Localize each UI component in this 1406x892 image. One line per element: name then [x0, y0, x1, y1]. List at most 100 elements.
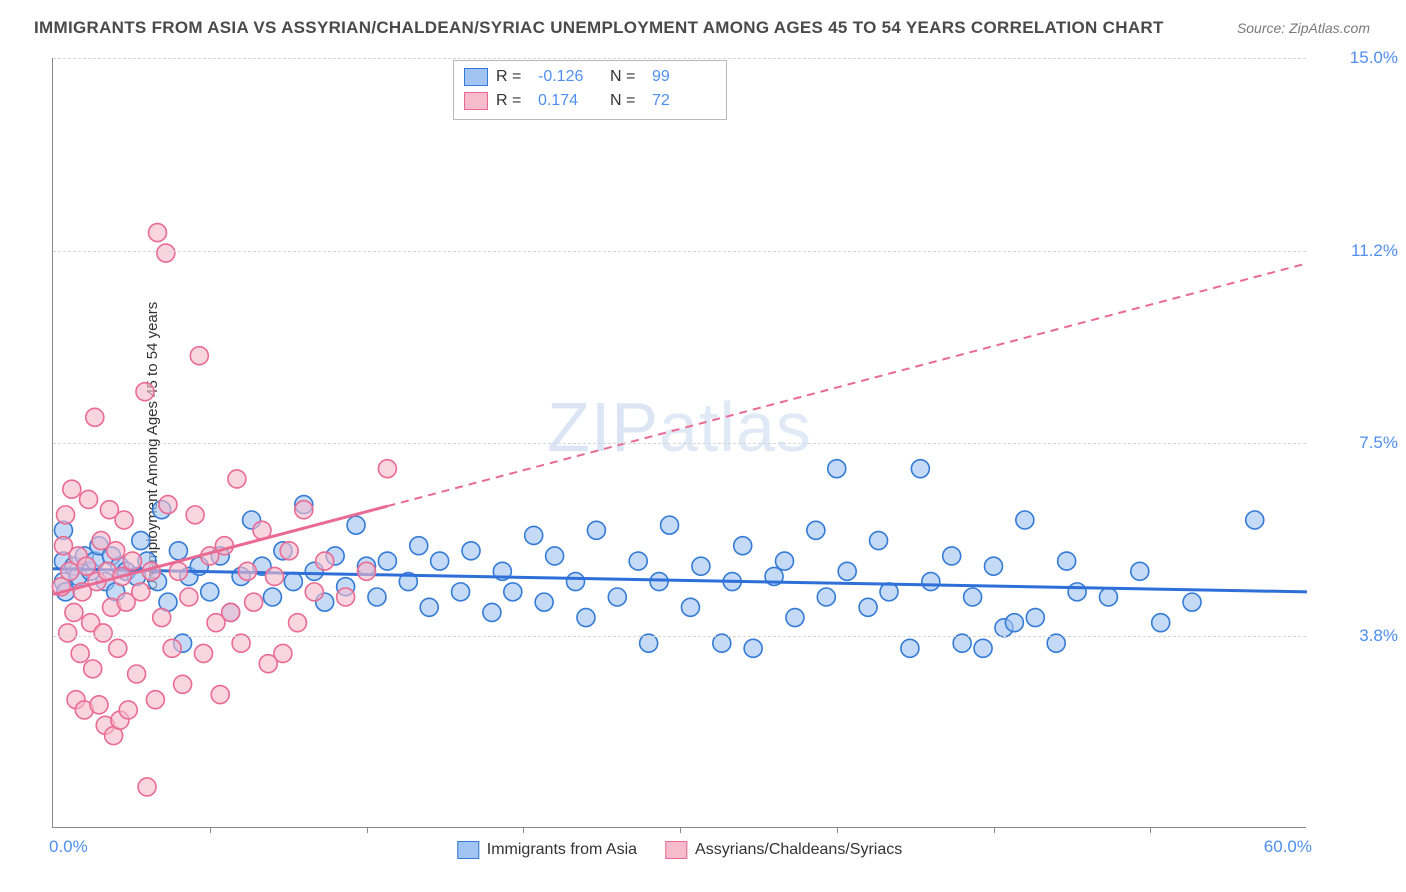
pink-point	[94, 624, 112, 642]
pink-point	[86, 408, 104, 426]
pink-point	[194, 644, 212, 662]
blue-point	[587, 521, 605, 539]
legend-item-blue: Immigrants from Asia	[457, 841, 637, 859]
pink-point	[289, 614, 307, 632]
blue-point	[1047, 634, 1065, 652]
pink-point	[238, 562, 256, 580]
blue-point	[985, 557, 1003, 575]
blue-point	[535, 593, 553, 611]
blue-point	[1026, 609, 1044, 627]
y-gridline-label: 15.0%	[1350, 48, 1398, 68]
blue-point	[525, 526, 543, 544]
pink-point	[245, 593, 263, 611]
blue-point	[368, 588, 386, 606]
pink-point	[163, 639, 181, 657]
pink-point	[109, 639, 127, 657]
blue-point	[483, 603, 501, 621]
blue-point	[734, 537, 752, 555]
blue-point	[953, 634, 971, 652]
legend-label-pink: Assyrians/Chaldeans/Syriacs	[695, 841, 902, 859]
blue-point	[817, 588, 835, 606]
blue-point	[838, 562, 856, 580]
pink-point	[138, 778, 156, 796]
legend-label-blue: Immigrants from Asia	[487, 841, 637, 859]
pink-point	[136, 383, 154, 401]
blue-point	[1058, 552, 1076, 570]
blue-point	[169, 542, 187, 560]
pink-point	[228, 470, 246, 488]
blue-point	[1246, 511, 1264, 529]
blue-point	[807, 521, 825, 539]
pink-point	[358, 562, 376, 580]
blue-point	[629, 552, 647, 570]
pink-trend-line-dashed	[387, 263, 1307, 506]
pink-point	[280, 542, 298, 560]
blue-point	[911, 460, 929, 478]
xmax-label: 60.0%	[1264, 837, 1312, 857]
blue-point	[378, 552, 396, 570]
blue-point	[410, 537, 428, 555]
legend-swatch-blue	[457, 841, 479, 859]
pink-point	[128, 665, 146, 683]
pink-point	[115, 511, 133, 529]
pink-point	[305, 583, 323, 601]
pink-point	[157, 244, 175, 262]
blue-point	[347, 516, 365, 534]
blue-point	[870, 532, 888, 550]
blue-point	[901, 639, 919, 657]
legend-swatch-pink	[665, 841, 687, 859]
pink-point	[132, 583, 150, 601]
blue-point	[922, 573, 940, 591]
blue-point	[263, 588, 281, 606]
pink-point	[337, 588, 355, 606]
pink-point	[80, 490, 98, 508]
pink-point	[316, 552, 334, 570]
pink-point	[65, 603, 83, 621]
blue-point	[431, 552, 449, 570]
blue-point	[828, 460, 846, 478]
blue-point	[943, 547, 961, 565]
blue-point	[713, 634, 731, 652]
pink-point	[77, 557, 95, 575]
blue-point	[504, 583, 522, 601]
pink-point	[295, 501, 313, 519]
pink-point	[107, 542, 125, 560]
legend-series: Immigrants from Asia Assyrians/Chaldeans…	[457, 841, 902, 859]
pink-point	[266, 567, 284, 585]
y-gridline-label: 3.8%	[1359, 626, 1398, 646]
blue-point	[776, 552, 794, 570]
pink-point	[153, 609, 171, 627]
blue-point	[964, 588, 982, 606]
pink-point	[222, 603, 240, 621]
blue-point	[567, 573, 585, 591]
blue-point	[462, 542, 480, 560]
blue-point	[201, 583, 219, 601]
pink-point	[232, 634, 250, 652]
chart-title: IMMIGRANTS FROM ASIA VS ASSYRIAN/CHALDEA…	[34, 18, 1164, 38]
blue-point	[744, 639, 762, 657]
blue-point	[1016, 511, 1034, 529]
pink-point	[186, 506, 204, 524]
blue-point	[546, 547, 564, 565]
pink-point	[146, 691, 164, 709]
blue-point	[132, 532, 150, 550]
blue-point	[859, 598, 877, 616]
pink-point	[59, 624, 77, 642]
blue-point	[577, 609, 595, 627]
blue-point	[1183, 593, 1201, 611]
blue-point	[1099, 588, 1117, 606]
blue-point	[1005, 614, 1023, 632]
xmin-label: 0.0%	[49, 837, 88, 857]
pink-point	[123, 552, 141, 570]
blue-point	[1068, 583, 1086, 601]
pink-point	[211, 686, 229, 704]
y-gridline-label: 11.2%	[1351, 241, 1398, 261]
correlation-chart: IMMIGRANTS FROM ASIA VS ASSYRIAN/CHALDEA…	[0, 0, 1406, 892]
plot-area: ZIPatlas R = -0.126 N = 99 R = 0.174 N =…	[52, 58, 1306, 828]
blue-point	[452, 583, 470, 601]
blue-point	[1131, 562, 1149, 580]
chart-source: Source: ZipAtlas.com	[1237, 20, 1370, 36]
pink-point	[169, 562, 187, 580]
blue-point	[608, 588, 626, 606]
pink-point	[57, 506, 75, 524]
